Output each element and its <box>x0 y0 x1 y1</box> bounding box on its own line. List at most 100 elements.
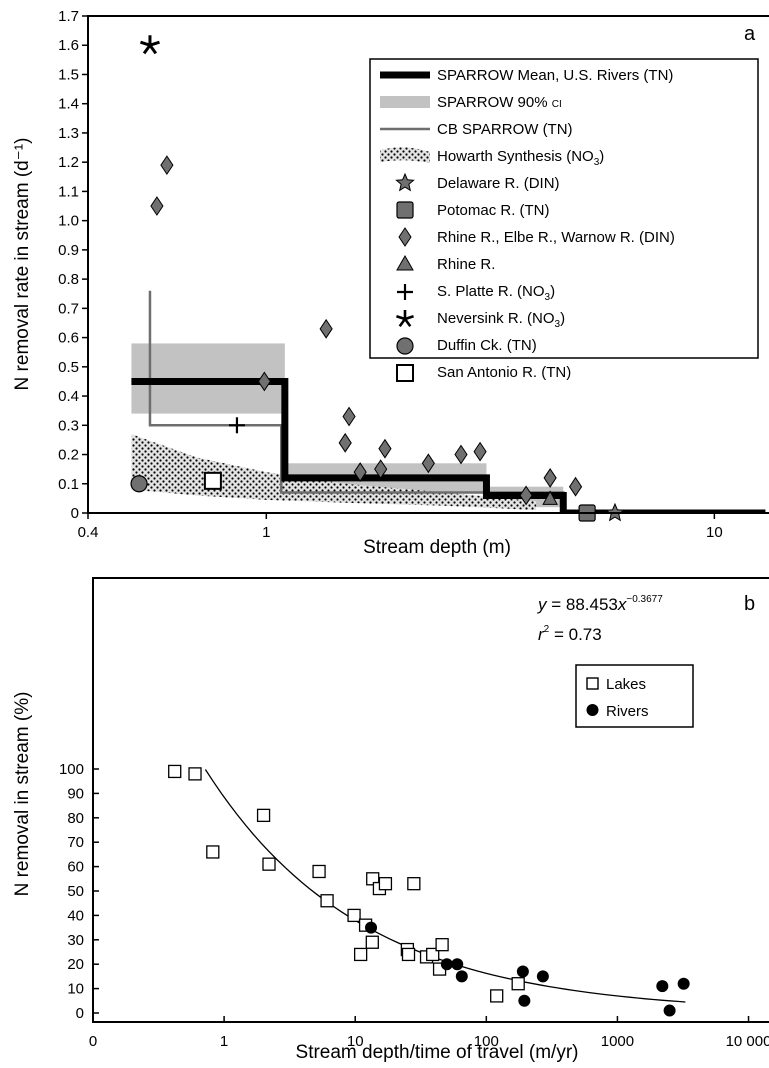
rhine-elbe-warnow-point-2 <box>257 371 271 392</box>
sparrow-mean-line <box>131 377 766 513</box>
rivers-point-9 <box>677 977 690 990</box>
legend-item-rhine-elbe-warnow: Rhine R., Elbe R., Warnow R. (DIN) <box>398 227 675 247</box>
rivers-point-4 <box>516 965 529 978</box>
panel-a-label: a <box>744 23 756 45</box>
fit-equation-exponent: −0.3677 <box>626 594 663 605</box>
y-tick-label: 1.6 <box>58 37 79 54</box>
legend-item-potomac: Potomac R. (TN) <box>396 201 550 219</box>
x-tick-label: 10 000 <box>726 1033 769 1050</box>
rivers-point-5 <box>518 994 531 1007</box>
panel-a-x-ticks: 0.4 1 10 <box>78 513 723 541</box>
rivers-point-2 <box>451 958 464 971</box>
legend-item-sparrow-mean: SPARROW Mean, U.S. Rivers (TN) <box>380 67 673 84</box>
panel-b-x-axis-label: Stream depth/time of travel (m/yr) <box>296 1042 579 1063</box>
legend-label-duffin: Duffin Ck. (TN) <box>437 337 537 354</box>
rhine-elbe-warnow-point-11 <box>473 441 487 462</box>
y-tick-label: 1.3 <box>58 125 79 142</box>
lakes-point-5 <box>312 864 326 879</box>
san-antonio-point-0 <box>203 471 222 490</box>
fit-r-squared: r2 = 0.73 <box>538 624 602 644</box>
y-tick-label: 0 <box>71 505 79 522</box>
legend-label-s-platte: S. Platte R. (NO3) <box>437 283 555 303</box>
rivers-point-1 <box>440 958 453 971</box>
rivers-point-6 <box>536 970 549 983</box>
lakes-point-22 <box>511 977 525 991</box>
lakes-point-16 <box>407 877 421 891</box>
rhine-elbe-warnow-point-5 <box>342 406 356 427</box>
rhine-elbe-warnow-point-12 <box>519 485 533 506</box>
legend-label-neversink: Neversink R. (NO3) <box>437 310 565 330</box>
legend-label-rivers: Rivers <box>606 703 649 720</box>
lakes-point-7 <box>347 908 361 923</box>
x-tick-label: 100 <box>474 1033 499 1050</box>
y-tick-label: 1.7 <box>58 8 79 25</box>
rhine-point-0 <box>542 490 558 505</box>
duffin-point-0 <box>130 475 148 493</box>
rhine-elbe-warnow-point-10 <box>454 444 468 465</box>
y-tick-label: 0.8 <box>58 271 79 288</box>
rivers-point-0 <box>365 921 378 934</box>
legend-item-sparrow-ci: SPARROW 90% CI <box>380 94 562 111</box>
legend-label-howarth-end: ) <box>599 148 604 165</box>
rhine-elbe-warnow-point-6 <box>353 462 367 482</box>
panel-a-y-axis-label: N removal rate in stream (d⁻¹) <box>12 138 33 391</box>
lakes-point-2 <box>206 845 220 859</box>
rhine-elbe-warnow-point-1 <box>160 155 174 176</box>
legend-label-sparrow-ci-small: CI <box>552 99 562 110</box>
lakes-point-20 <box>435 938 449 952</box>
cb-sparrow-line <box>148 290 766 513</box>
legend-swatch-star-icon <box>395 172 415 192</box>
panel-b-y-ticks: 0 10 20 30 40 50 60 70 80 90 100 <box>59 761 99 1022</box>
fit-equation: y = 88.453x−0.3677 <box>537 594 663 614</box>
rivers-point-7 <box>656 980 669 993</box>
y-tick-label: 0.7 <box>58 300 79 317</box>
legend-item-cb-sparrow: CB SPARROW (TN) <box>380 121 573 138</box>
y-tick-label: 30 <box>67 932 84 949</box>
x-tick-label: 1 <box>262 524 270 541</box>
y-tick-label: 1.5 <box>58 66 79 83</box>
lakes-point-13 <box>378 877 393 891</box>
y-tick-label: 0.9 <box>58 242 79 259</box>
legend-label-sparrow-mean: SPARROW Mean, U.S. Rivers (TN) <box>437 67 673 84</box>
lakes-point-1 <box>188 767 202 781</box>
legend-label-neversink-sub: 3 <box>555 319 561 330</box>
rhine-elbe-warnow-point-3 <box>319 318 333 339</box>
x-tick-label: 0.4 <box>78 524 99 541</box>
y-tick-label: 1.4 <box>58 96 79 113</box>
lakes-point-6 <box>320 894 334 908</box>
rivers-point-8 <box>663 1004 676 1017</box>
rhine-elbe-warnow-point-9 <box>421 453 435 474</box>
rhine-elbe-warnow-point-8 <box>378 438 392 459</box>
panel-b-points <box>168 764 690 1017</box>
panel-b-legend-box <box>575 664 694 728</box>
x-tick-label: 10 <box>706 524 723 541</box>
y-tick-label: 0 <box>76 1005 84 1022</box>
neversink-point-0 <box>139 35 160 55</box>
panel-a-legend: SPARROW Mean, U.S. Rivers (TN) SPARROW 9… <box>369 58 759 382</box>
legend-swatch-filled-circle-icon <box>586 704 599 716</box>
legend-label-potomac: Potomac R. (TN) <box>437 202 550 219</box>
legend-label-lakes: Lakes <box>606 676 646 693</box>
lakes-point-10 <box>365 935 379 949</box>
legend-swatch-asterisk-icon <box>396 310 414 328</box>
legend-swatch-open-square-icon <box>396 364 414 382</box>
x-tick-label: 10 <box>347 1033 364 1050</box>
legend-label-delaware: Delaware R. (DIN) <box>437 175 560 192</box>
lakes-point-18 <box>426 947 440 962</box>
y-tick-label: 0.5 <box>58 359 79 376</box>
legend-label-rhine: Rhine R. <box>437 256 495 273</box>
y-tick-label: 80 <box>67 810 84 827</box>
fit-r-superscript: 2 <box>544 624 550 635</box>
x-tick-label: 1000 <box>601 1033 634 1050</box>
legend-swatch-filled-square-icon <box>396 201 414 219</box>
rivers-point-3 <box>455 970 468 983</box>
rhine-elbe-warnow-point-4 <box>338 432 352 453</box>
legend-swatch-gray-band <box>380 96 430 108</box>
y-tick-label: 70 <box>67 834 84 851</box>
x-tick-label: 0 <box>89 1033 97 1050</box>
legend-swatch-plus-icon <box>397 284 413 300</box>
lakes-point-11 <box>366 872 380 886</box>
legend-item-s-platte: S. Platte R. (NO3) <box>397 283 555 303</box>
y-tick-label: 1.1 <box>58 183 79 200</box>
